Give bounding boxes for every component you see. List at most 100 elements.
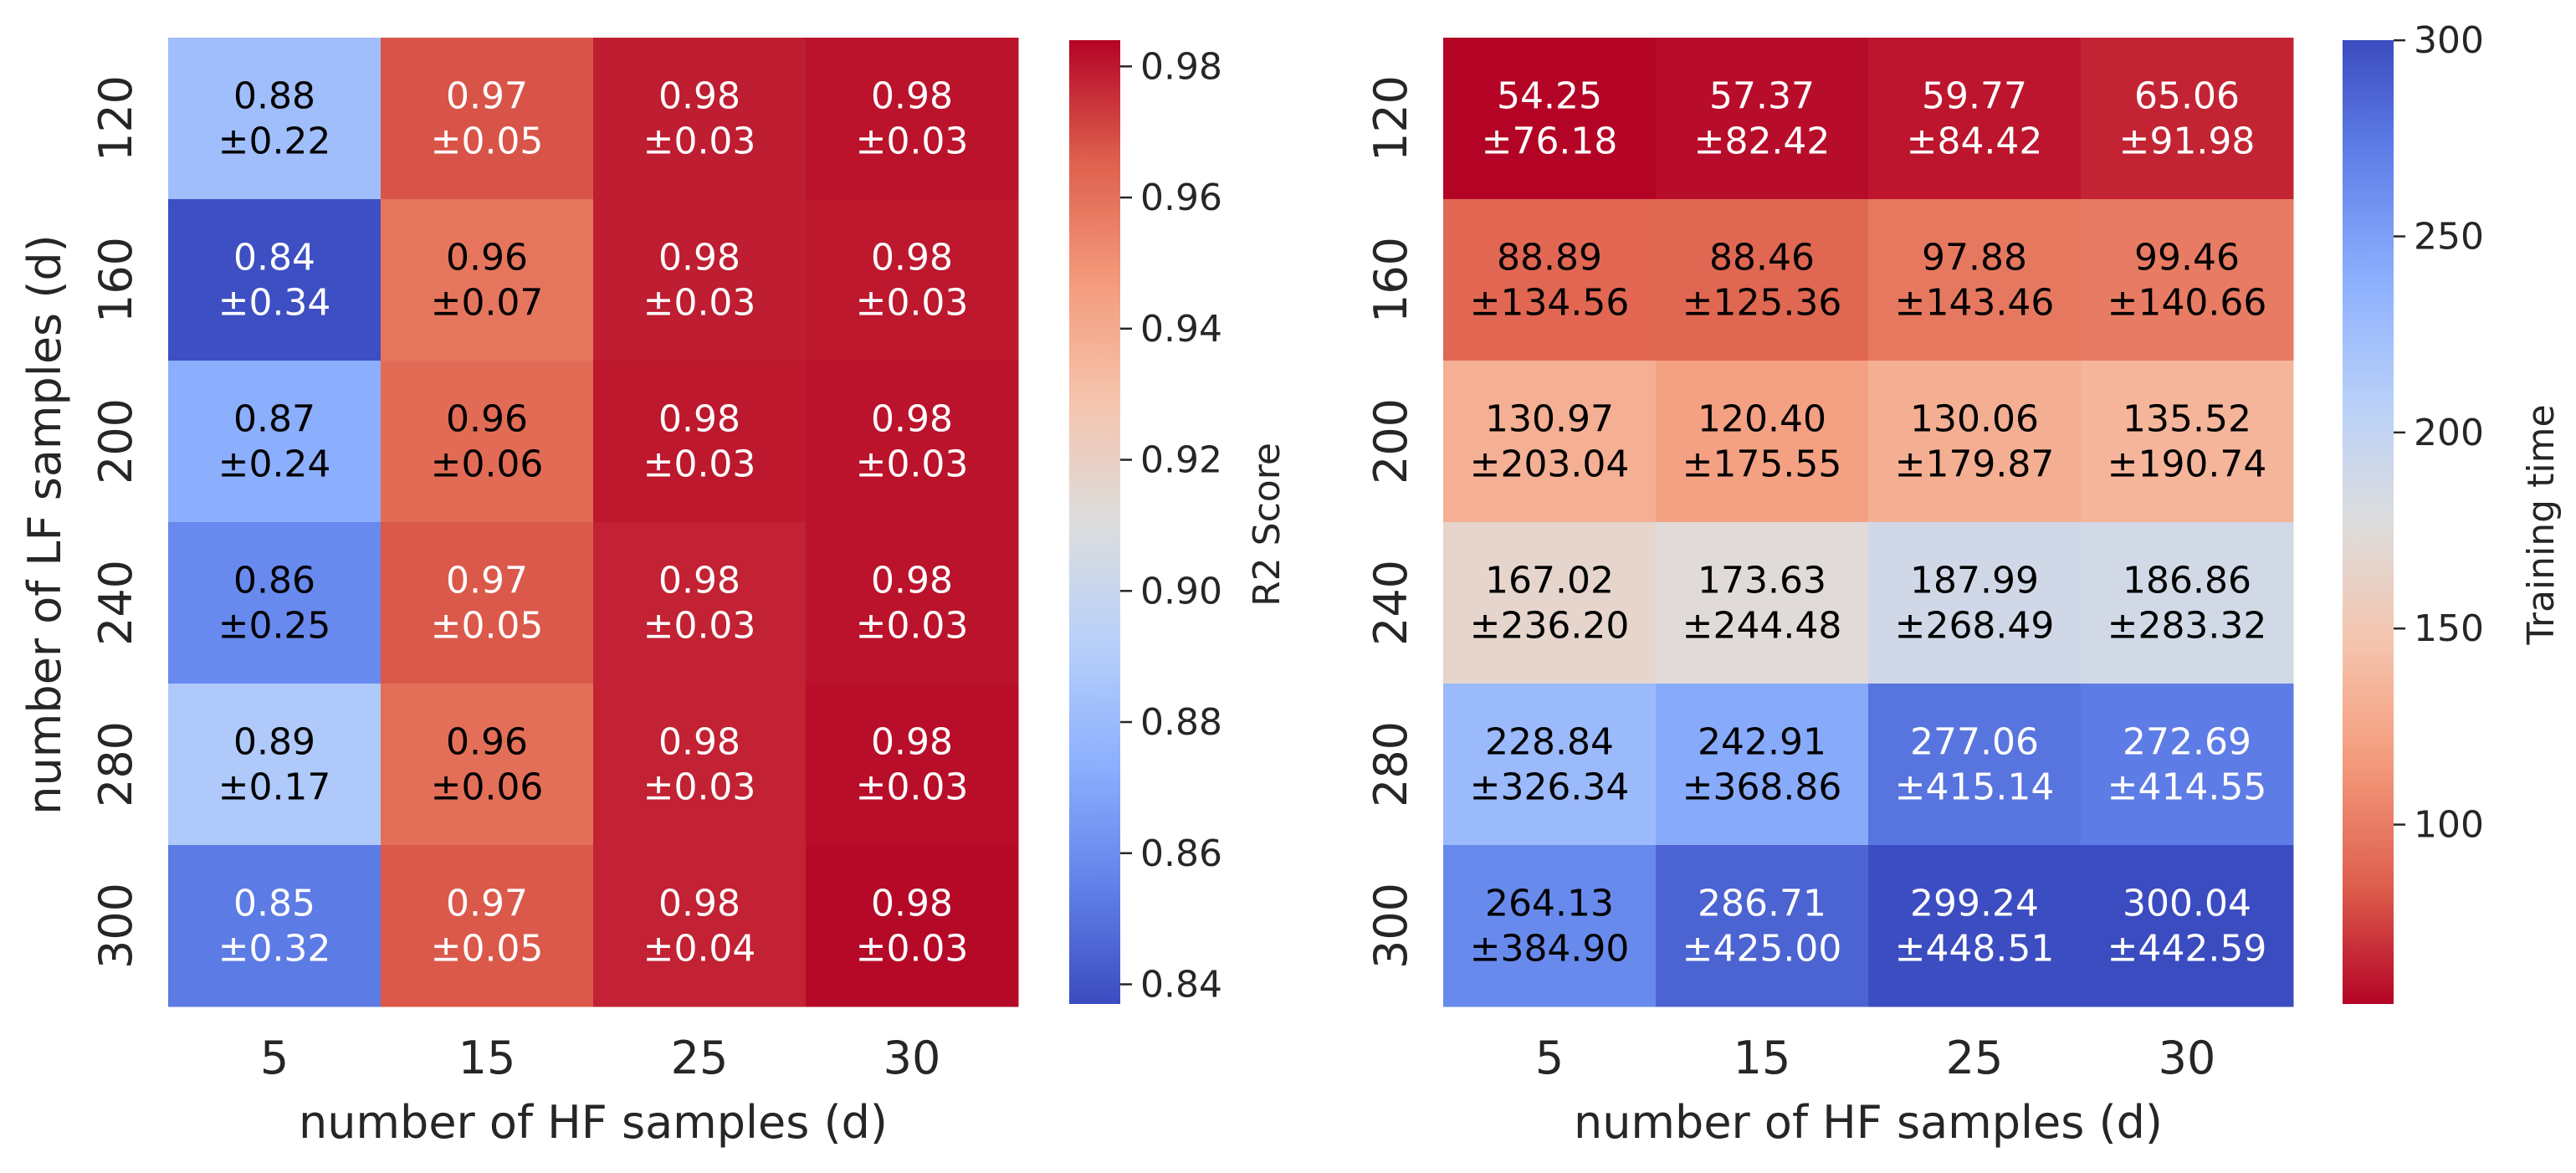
cell-mean-label: 0.89	[233, 721, 315, 764]
cell-std-label: ±203.04	[1470, 443, 1630, 486]
y-tick-label: 280	[1365, 721, 1417, 807]
cell-mean-label: 0.98	[658, 721, 740, 764]
cell-mean-label: 286.71	[1698, 883, 1826, 925]
cell-mean-label: 88.46	[1709, 237, 1815, 279]
x-tick-label: 30	[2159, 1032, 2216, 1084]
heatmap-cell	[1656, 845, 1869, 1007]
colorbar-tick-label: 200	[2414, 412, 2484, 454]
heatmap-cell	[806, 361, 1019, 523]
heatmap-cell	[168, 361, 382, 523]
cell-mean-label: 0.96	[446, 237, 528, 279]
cell-std-label: ±326.34	[1470, 766, 1630, 809]
y-tick-label: 120	[90, 75, 142, 161]
heatmap-cell	[593, 522, 807, 684]
heatmap-cell	[593, 845, 807, 1007]
colorbar-label: R2 Score	[1246, 443, 1288, 607]
heatmap-training-time: 54.25±76.18 57.37±82.42 59.77±84.42 65.06±9…	[1365, 19, 2563, 1149]
cell-std-label: ±0.03	[856, 766, 969, 809]
cell-mean-label: 65.06	[2134, 75, 2240, 118]
colorbar-tick-label: 0.86	[1140, 832, 1222, 875]
cell-std-label: ±179.87	[1895, 443, 2055, 486]
x-tick-label: 5	[260, 1032, 289, 1084]
colorbar-r2-score: 0.84 0.86 0.88 0.90 0.92 0.94 0.96 0.98	[1069, 40, 1222, 1006]
cell-std-label: ±0.32	[218, 928, 331, 971]
cell-mean-label: 187.99	[1910, 560, 2039, 602]
y-tick-labels: 120 160 200 240 280 300	[90, 75, 142, 969]
heatmap-cell	[168, 684, 382, 846]
heatmap-cell	[1443, 361, 1657, 523]
colorbar-label: Training time	[2520, 404, 2563, 645]
cell-std-label: ±0.34	[218, 282, 331, 325]
cell-mean-label: 0.98	[658, 560, 740, 602]
colorbar-gradient	[2343, 40, 2394, 1004]
cell-mean-label: 0.98	[871, 75, 953, 118]
heatmap-cell	[1868, 199, 2082, 361]
cell-std-label: ±0.25	[218, 605, 331, 648]
cell-mean-label: 0.98	[658, 75, 740, 118]
y-axis-label: number of LF samples (d)	[18, 234, 71, 814]
heatmap-cell	[381, 684, 594, 846]
heatmap-cell	[1868, 361, 2082, 523]
colorbar-gradient	[1069, 40, 1120, 1004]
heatmap-cell	[381, 38, 594, 200]
cell-mean-label: 300.04	[2123, 883, 2251, 925]
cell-std-label: ±0.17	[218, 766, 331, 809]
y-tick-labels: 120 160 200 240 280 300	[1365, 75, 1417, 969]
cell-mean-label: 0.98	[658, 398, 740, 441]
heatmap-cell	[1868, 845, 2082, 1007]
x-tick-labels: 5 15 25 30	[1535, 1032, 2216, 1084]
cell-mean-label: 130.06	[1910, 398, 2039, 441]
cell-std-label: ±175.55	[1682, 443, 1842, 486]
heatmap-cell	[168, 845, 382, 1007]
x-tick-label: 25	[671, 1032, 729, 1084]
colorbar-tick-label: 0.84	[1140, 963, 1222, 1006]
y-tick-label: 240	[1365, 560, 1417, 646]
heatmap-cell	[1868, 38, 2082, 200]
heatmap-cell	[2081, 38, 2294, 200]
colorbar-tick-label: 100	[2414, 804, 2484, 847]
cell-std-label: ±384.90	[1470, 928, 1630, 971]
heatmap-cell	[593, 199, 807, 361]
cell-std-label: ±0.06	[431, 766, 544, 809]
colorbar-tick-label: 150	[2414, 607, 2484, 650]
cell-std-label: ±268.49	[1895, 605, 2055, 648]
cell-mean-label: 299.24	[1910, 883, 2039, 925]
heatmap-cell	[1656, 361, 1869, 523]
cell-std-label: ±244.48	[1682, 605, 1842, 648]
cell-mean-label: 88.89	[1497, 237, 1602, 279]
heatmap-cell	[2081, 522, 2294, 684]
heatmap-cell	[1443, 38, 1657, 200]
heatmap-cell	[593, 38, 807, 200]
cell-mean-label: 0.98	[871, 883, 953, 925]
cell-mean-label: 57.37	[1709, 75, 1815, 118]
cell-std-label: ±0.03	[856, 928, 969, 971]
cell-mean-label: 54.25	[1497, 75, 1602, 118]
heatmap-cells: 54.25±76.18 57.37±82.42 59.77±84.42 65.06±9…	[1443, 38, 2294, 1007]
heatmap-cell	[1443, 522, 1657, 684]
cell-std-label: ±91.98	[2119, 120, 2256, 163]
cell-std-label: ±84.42	[1907, 120, 2043, 163]
cell-mean-label: 277.06	[1910, 721, 2039, 764]
heatmap-cell	[381, 522, 594, 684]
heatmap-cell	[381, 361, 594, 523]
heatmap-cell	[1443, 845, 1657, 1007]
cell-mean-label: 0.98	[871, 237, 953, 279]
y-tick-label: 240	[90, 560, 142, 646]
cell-mean-label: 0.97	[446, 883, 528, 925]
cell-mean-label: 0.97	[446, 75, 528, 118]
cell-mean-label: 242.91	[1698, 721, 1826, 764]
y-tick-label: 200	[90, 398, 142, 484]
cell-std-label: ±140.66	[2107, 282, 2267, 325]
cell-std-label: ±283.32	[2107, 605, 2267, 648]
x-tick-label: 30	[883, 1032, 941, 1084]
cell-std-label: ±0.06	[431, 443, 544, 486]
heatmap-cell	[1443, 199, 1657, 361]
y-tick-label: 160	[1365, 237, 1417, 323]
cell-mean-label: 0.98	[871, 560, 953, 602]
y-tick-label: 200	[1365, 398, 1417, 484]
heatmap-cell	[2081, 684, 2294, 846]
cell-std-label: ±0.03	[643, 120, 756, 163]
cell-std-label: ±134.56	[1470, 282, 1630, 325]
colorbar-tick-label: 0.98	[1140, 45, 1222, 88]
cell-mean-label: 0.98	[658, 883, 740, 925]
